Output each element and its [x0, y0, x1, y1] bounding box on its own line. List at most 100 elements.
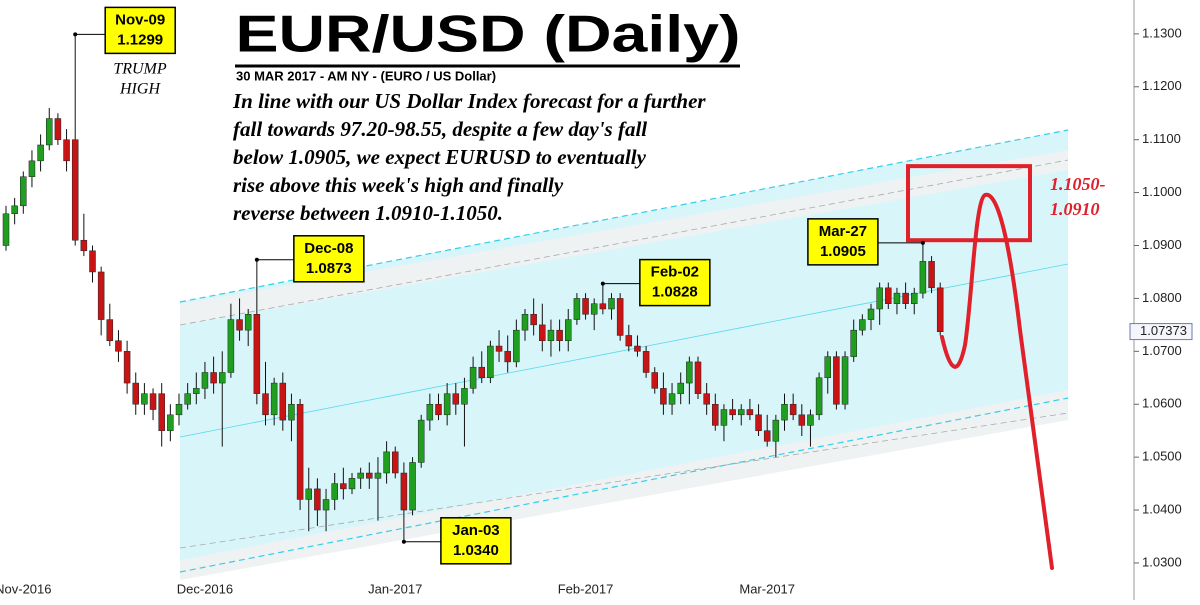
candle-body — [253, 314, 261, 394]
callout-date: Feb-02 — [651, 264, 699, 281]
callout-value: 1.0873 — [306, 260, 352, 277]
candle-body — [936, 287, 944, 332]
commentary-line: rise above this week's high and finally — [233, 173, 564, 197]
candle-body — [262, 393, 269, 416]
candle-body — [686, 361, 693, 384]
candle-body — [738, 409, 745, 416]
callout-dot — [73, 32, 78, 37]
candle-body — [461, 388, 468, 405]
callout-date: Nov-09 — [115, 11, 165, 28]
y-tick-label: 1.0800 — [1142, 290, 1182, 305]
candle-body — [296, 403, 304, 500]
candle-body — [902, 292, 909, 304]
candle-body — [781, 403, 788, 421]
candle-body — [824, 356, 831, 379]
candle-body — [322, 499, 330, 511]
target-zone — [906, 164, 1032, 243]
candle-body — [789, 403, 797, 416]
x-tick-label: Mar-2017 — [739, 581, 795, 596]
candle-body — [668, 393, 676, 405]
commentary-line: fall towards 97.20-98.55, despite a few … — [233, 117, 647, 141]
candle-body — [175, 403, 183, 416]
y-tick-label: 1.0600 — [1142, 396, 1182, 411]
candle-body — [763, 430, 771, 442]
candle-body — [227, 319, 235, 373]
candle-body — [149, 393, 157, 410]
candle-body — [807, 414, 814, 426]
y-tick-label: 1.0300 — [1142, 554, 1182, 569]
candle-body — [63, 139, 70, 162]
candle-body — [132, 382, 139, 405]
last-price-tag — [1129, 323, 1193, 341]
last-price-label: 1.07373 — [1140, 323, 1187, 338]
candle-body — [539, 324, 546, 341]
candle-body — [755, 414, 762, 431]
candle-body — [106, 319, 114, 341]
chart-subtitle: 30 MAR 2017 - AM NY - (EURO / US Dollar) — [236, 68, 496, 83]
candle-body — [443, 393, 451, 416]
candle-body — [426, 403, 434, 421]
candle-body — [928, 261, 935, 289]
candle-body — [184, 393, 191, 405]
candle-body — [556, 329, 563, 341]
callout-dot — [920, 240, 925, 245]
candle-body — [573, 298, 581, 320]
candle-body — [833, 356, 840, 405]
candle-body — [694, 361, 702, 394]
candle-body — [530, 314, 537, 326]
callout-box — [440, 517, 512, 565]
x-tick-label: Dec-2016 — [177, 581, 233, 596]
candle-body — [729, 409, 736, 416]
candle-body — [495, 345, 503, 352]
channel-lower — [179, 397, 1069, 573]
axis-area — [1134, 0, 1200, 600]
candle-body — [521, 314, 529, 331]
candle-body — [340, 483, 347, 490]
callout-date: Jan-03 — [452, 522, 500, 539]
candle-body — [513, 329, 520, 363]
candle-body — [71, 139, 79, 241]
candle-body — [46, 118, 53, 146]
candle-body — [305, 488, 312, 500]
candle-body — [80, 239, 88, 252]
candle-body — [141, 393, 148, 405]
y-tick-label: 1.0700 — [1142, 343, 1182, 358]
channel-band — [180, 150, 1068, 325]
callout-box — [807, 218, 879, 266]
candle-body — [20, 176, 27, 207]
candle-body — [582, 298, 589, 315]
candle-body — [97, 271, 105, 320]
commentary-line: In line with our US Dollar Index forecas… — [232, 89, 706, 113]
x-tick-label: Nov-2016 — [0, 581, 51, 596]
candle-body — [703, 393, 710, 405]
y-tick-label: 1.0400 — [1142, 501, 1182, 516]
projection-path — [940, 192, 1054, 570]
candle-body — [616, 298, 624, 336]
y-tick-label: 1.1200 — [1142, 78, 1182, 93]
candle-body — [867, 308, 875, 320]
candle-body — [167, 414, 174, 431]
callout-value: 1.0340 — [453, 542, 499, 559]
candle-body — [288, 403, 295, 421]
candle-body — [876, 287, 883, 310]
candle-body — [193, 388, 200, 394]
candle-body — [435, 403, 442, 416]
note: TRUMP — [113, 61, 167, 78]
candle-body — [815, 377, 823, 416]
candle-body — [859, 319, 866, 331]
candle-body — [911, 292, 918, 304]
candle-body — [348, 478, 356, 490]
candle-body — [11, 205, 18, 215]
candle-body — [599, 303, 607, 310]
callout-dot — [600, 281, 605, 286]
candle-body — [89, 250, 96, 273]
candle-body — [634, 345, 641, 352]
note: HIGH — [119, 81, 161, 98]
y-tick-label: 1.0900 — [1142, 237, 1182, 252]
candle-body — [2, 213, 10, 246]
candle-body — [115, 340, 122, 352]
callout-box — [104, 6, 176, 55]
candle-body — [565, 319, 572, 341]
y-tick-label: 1.1300 — [1142, 25, 1182, 40]
